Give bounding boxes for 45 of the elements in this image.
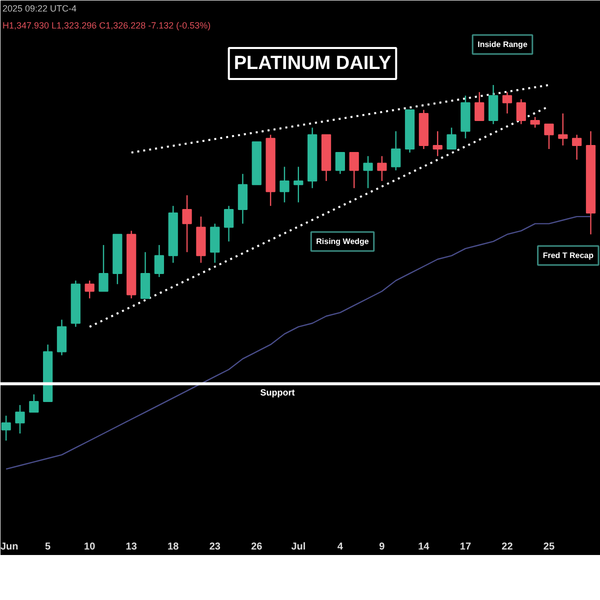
text: 2025 09:22 UTC-4 xyxy=(2,4,77,14)
x-tick-label: 18 xyxy=(168,542,180,552)
x-tick-label: 25 xyxy=(543,542,555,552)
candlestick xyxy=(98,244,108,292)
candlestick xyxy=(377,156,387,182)
x-tick-label: 10 xyxy=(84,542,96,552)
candlestick xyxy=(432,130,442,157)
candlestick xyxy=(530,116,540,128)
candlestick xyxy=(224,205,234,242)
candlestick xyxy=(516,98,526,125)
text: H1,347.930 L1,323.296 C1,326.228 -7.132 (-0.53%) xyxy=(2,20,211,30)
candlestick xyxy=(29,394,39,413)
candlestick xyxy=(474,92,484,122)
ref-line-label: Support xyxy=(260,388,295,398)
candlestick xyxy=(502,92,512,114)
candlestick xyxy=(544,124,554,150)
x-tick-label: 14 xyxy=(418,542,430,552)
candlestick xyxy=(335,152,345,174)
candlestick xyxy=(182,194,192,253)
x-tick-label: Jul xyxy=(291,542,306,552)
x-tick-label: 5 xyxy=(45,542,52,552)
x-tick-label: 22 xyxy=(502,542,514,552)
candlestick xyxy=(15,404,25,434)
candlestick xyxy=(391,130,401,171)
x-tick-label: 9 xyxy=(379,542,386,552)
candlestick xyxy=(280,166,290,203)
candlestick xyxy=(446,127,456,150)
text: Inside Range xyxy=(478,40,528,49)
candlestick xyxy=(154,244,164,278)
x-tick-label: Jun xyxy=(0,542,18,552)
chart-title: PLATINUM DAILY xyxy=(234,53,392,74)
x-tick-label: 26 xyxy=(251,542,263,552)
candlestick xyxy=(1,415,11,442)
annotation: Fred T Recap xyxy=(542,251,594,260)
candlestick xyxy=(294,166,304,203)
x-tick-label: 17 xyxy=(460,542,472,552)
annotation: Rising Wedge xyxy=(316,237,370,246)
candlestick xyxy=(558,112,568,146)
candlestick xyxy=(363,156,373,189)
candlestick xyxy=(572,134,582,160)
candlestick xyxy=(84,280,94,299)
x-tick-label: 13 xyxy=(126,542,138,552)
x-tick-label: 4 xyxy=(337,542,344,552)
x-tick-label: 23 xyxy=(209,542,221,552)
candlestick xyxy=(349,152,359,189)
